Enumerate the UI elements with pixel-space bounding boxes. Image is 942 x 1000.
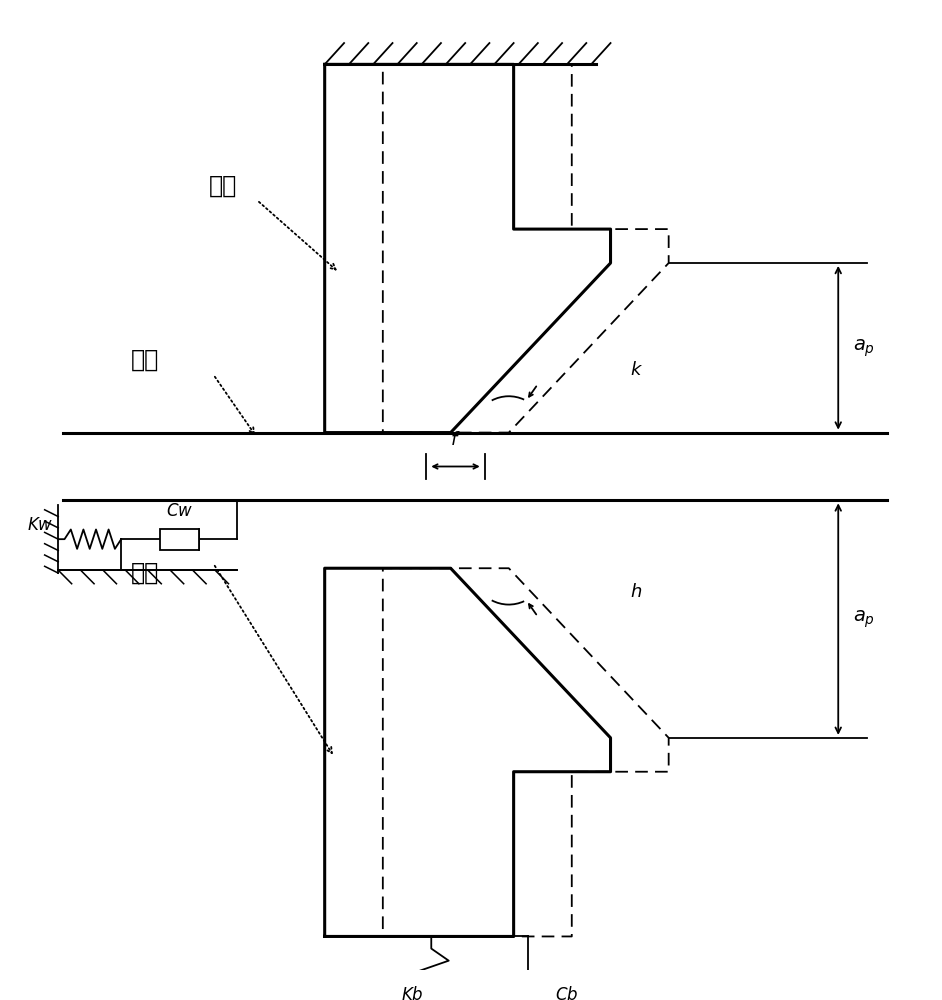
Bar — [508, 992, 548, 1000]
Text: $a_p$: $a_p$ — [853, 608, 875, 630]
Text: $Cw$: $Cw$ — [166, 502, 193, 520]
Text: $Kb$: $Kb$ — [401, 986, 424, 1000]
Text: $Cb$: $Cb$ — [555, 986, 578, 1000]
Text: $h$: $h$ — [630, 583, 642, 601]
Text: 工件: 工件 — [131, 348, 159, 372]
Bar — [160, 529, 199, 550]
Bar — [63, 433, 886, 500]
Text: $f$: $f$ — [450, 431, 461, 449]
Text: $a_p$: $a_p$ — [853, 337, 875, 359]
Text: $Kw$: $Kw$ — [27, 516, 54, 534]
Text: 镇刀: 镇刀 — [131, 561, 159, 585]
Text: $k$: $k$ — [630, 361, 643, 379]
Text: 车刀: 车刀 — [208, 173, 236, 197]
